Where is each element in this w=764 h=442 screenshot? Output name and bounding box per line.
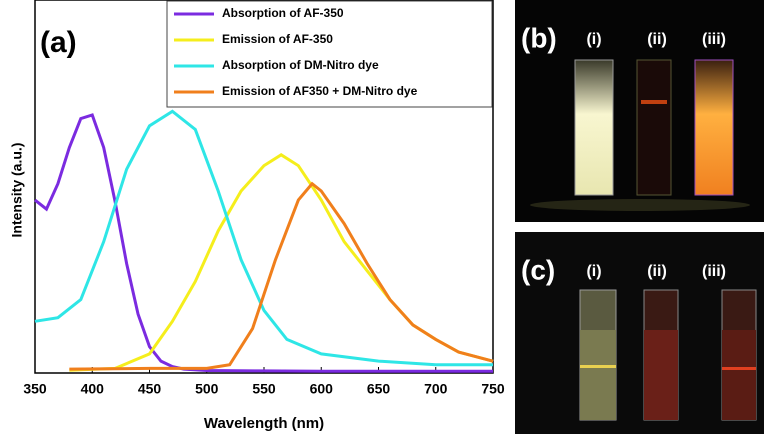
legend-label: Emission of AF-350 [222, 32, 333, 46]
meniscus [722, 367, 756, 370]
x-tick-label: 350 [23, 381, 47, 397]
series-line [69, 184, 493, 369]
cuvettes-c [580, 290, 756, 420]
page: {"chart_data": {"type": "line", "label":… [0, 0, 764, 437]
liquid [722, 330, 756, 420]
figure: 350 400 450 500 550 600 650 700 750 (a) Waveleng… [0, 0, 764, 437]
sample-label: (iii) [702, 263, 726, 280]
series-line [69, 155, 493, 370]
x-tick-label: 750 [481, 381, 505, 397]
sample-label: (ii) [647, 31, 667, 48]
x-tick-label: 700 [424, 381, 448, 397]
x-tick-label: 500 [195, 381, 219, 397]
panel-label: (c) [521, 254, 555, 285]
y-axis-label: Intensity (a.u.) [9, 143, 25, 238]
x-tick-label: 400 [81, 381, 105, 397]
cuvette [637, 60, 671, 195]
x-tick-label: 600 [310, 381, 334, 397]
sample-label: (i) [586, 31, 601, 48]
meniscus [641, 100, 667, 104]
cuvette [575, 60, 613, 195]
legend-label: Absorption of DM-Nitro dye [222, 58, 379, 72]
meniscus [580, 365, 616, 368]
x-tick-label: 450 [138, 381, 162, 397]
x-tick-label: 550 [252, 381, 276, 397]
sample-label: (ii) [647, 263, 667, 280]
sample-label: (i) [586, 263, 601, 280]
panel-label: (b) [521, 22, 557, 53]
liquid [644, 330, 678, 420]
plot: 350 400 450 500 550 600 650 700 750 [23, 111, 505, 396]
x-axis-label: Wavelength (nm) [204, 415, 324, 432]
legend-label: Emission of AF350 + DM-Nitro dye [222, 84, 418, 98]
liquid [580, 330, 616, 420]
legend-label: Absorption of AF-350 [222, 6, 344, 20]
x-tick-label: 650 [367, 381, 391, 397]
panel-label: (a) [40, 26, 77, 59]
cuvette [695, 60, 733, 195]
reflection [530, 199, 750, 211]
sample-label: (iii) [702, 31, 726, 48]
